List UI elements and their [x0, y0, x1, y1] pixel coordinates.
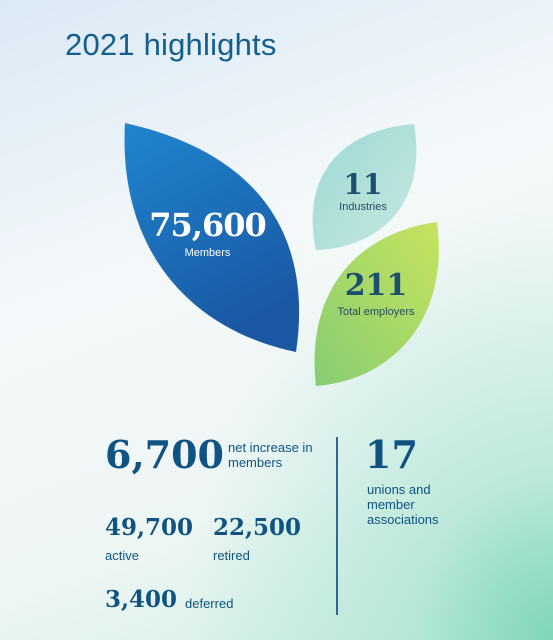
- active-label: active: [105, 548, 139, 563]
- industries-value: 11: [343, 168, 383, 201]
- net-increase-value: 6,700: [105, 432, 224, 477]
- unions-label: unions and member associations: [367, 482, 439, 527]
- industries-leaf: [312, 124, 417, 250]
- members-label: Members: [184, 247, 231, 259]
- retired-label: retired: [213, 548, 250, 563]
- employers-leaf: [314, 222, 439, 386]
- active-value: 49,700: [105, 514, 194, 541]
- net-increase-label: net increase in members: [228, 440, 313, 470]
- deferred-label: deferred: [185, 596, 234, 611]
- members-leaf: [124, 123, 300, 352]
- column-divider: [336, 437, 338, 615]
- deferred-value: 3,400: [105, 586, 178, 613]
- members-value: 75,600: [149, 206, 266, 244]
- employers-value: 211: [344, 268, 408, 303]
- page-title: 2021 highlights: [65, 27, 277, 62]
- industries-label: Industries: [339, 201, 387, 213]
- retired-value: 22,500: [213, 514, 302, 541]
- employers-label: Total employers: [337, 306, 415, 318]
- unions-value: 17: [365, 432, 418, 477]
